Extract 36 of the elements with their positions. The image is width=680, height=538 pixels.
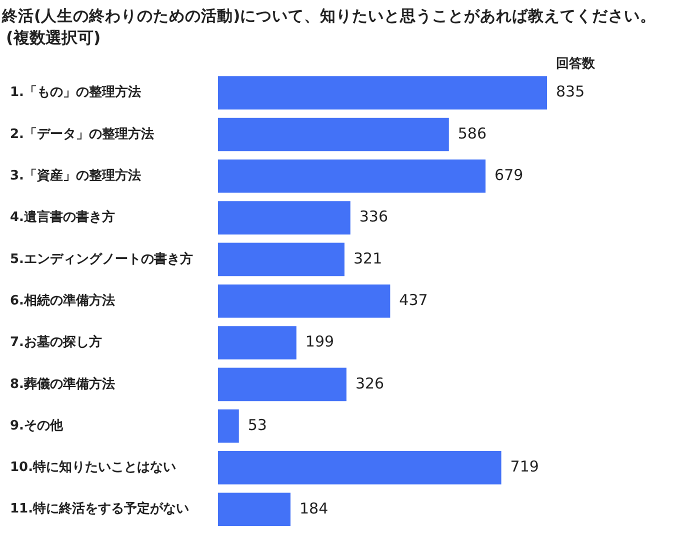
bar [218,368,346,402]
text: 回答数 [556,56,596,72]
chart-title: 終活(人生の終わりのための活動)について、知りたいと思うことがあれば教えてください。 [2,7,656,26]
data-label: 321 [353,249,382,268]
y-tick-label: 6.相続の準備方法 [10,292,115,308]
text: (複数選択可) [6,28,101,48]
data-label: 679 [494,166,524,184]
bar [218,159,486,193]
y-tick-label: 2.「データ」の整理方法 [10,126,154,142]
bar [218,118,449,152]
data-label: 437 [399,290,428,309]
y-tick-label: 1.「もの」の整理方法 [10,84,141,100]
y-tick-label: 5.エンディングノートの書き方 [10,250,193,267]
data-label: 184 [300,499,328,518]
data-label: 719 [510,458,539,476]
data-label: 326 [355,374,384,392]
y-tick-label: 4.遺言書の書き方 [10,209,115,226]
y-tick-label: 3.「資産」の整理方法 [10,168,141,184]
data-label: 336 [359,208,388,226]
y-tick-label: 9.その他 [10,418,64,434]
data-label: 53 [248,416,267,434]
y-tick-label: 7.お墓の探し方 [10,334,102,350]
bar [218,326,296,360]
data-label: 199 [305,332,334,351]
data-label: 586 [458,124,487,142]
bar [218,451,502,484]
y-tick-label: 11.特に終活をする予定がない [10,500,190,517]
bar [218,201,350,234]
bar [218,492,290,526]
data-label: 835 [556,82,585,101]
bar [218,284,390,318]
bar [218,242,344,276]
y-tick-label: 10.特に知りたいことはない [10,460,176,476]
bar [218,76,547,110]
y-tick-label: 8.葬儀の準備方法 [10,376,115,392]
bar [218,409,239,443]
